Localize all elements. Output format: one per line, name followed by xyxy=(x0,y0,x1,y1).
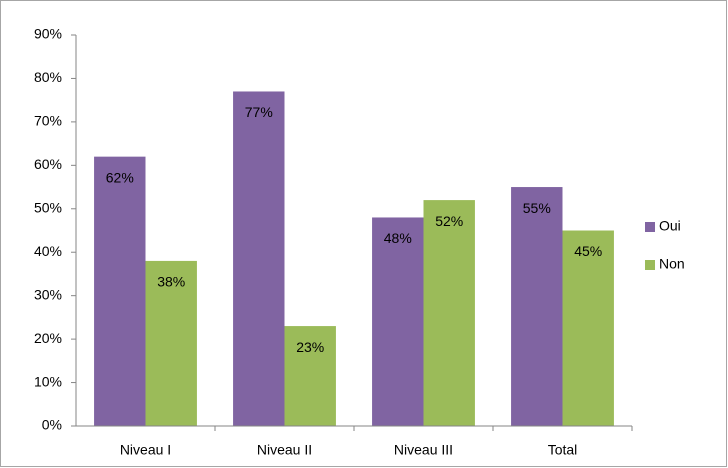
y-tick-label: 30% xyxy=(34,286,62,302)
x-tick-label: Niveau III xyxy=(394,442,453,458)
data-label: 38% xyxy=(157,274,185,290)
bar xyxy=(284,326,336,426)
bar xyxy=(423,200,475,426)
y-tick-label: 20% xyxy=(34,330,62,346)
y-tick-label: 0% xyxy=(42,417,62,433)
legend-label: Non xyxy=(659,256,685,272)
legend-swatch xyxy=(645,222,655,232)
data-label: 48% xyxy=(384,230,412,246)
y-tick-label: 50% xyxy=(34,199,62,215)
y-tick-label: 60% xyxy=(34,156,62,172)
bar xyxy=(145,260,197,426)
y-tick-label: 10% xyxy=(34,373,62,389)
bar xyxy=(94,156,146,426)
legend-label: Oui xyxy=(659,218,681,234)
data-label: 45% xyxy=(574,243,602,259)
data-label: 77% xyxy=(245,104,273,120)
data-label: 55% xyxy=(523,200,551,216)
bar xyxy=(372,217,424,426)
x-tick-label: Niveau II xyxy=(257,442,312,458)
data-label: 62% xyxy=(106,169,134,185)
data-label: 23% xyxy=(296,339,324,355)
x-tick-label: Total xyxy=(548,442,578,458)
y-tick-label: 70% xyxy=(34,113,62,129)
bar xyxy=(233,91,285,426)
y-tick-label: 40% xyxy=(34,243,62,259)
y-tick-label: 90% xyxy=(34,26,62,42)
bar xyxy=(562,230,614,426)
y-tick-label: 80% xyxy=(34,69,62,85)
data-label: 52% xyxy=(435,213,463,229)
x-tick-label: Niveau I xyxy=(120,442,171,458)
bar xyxy=(511,187,563,426)
legend-swatch xyxy=(645,260,655,270)
